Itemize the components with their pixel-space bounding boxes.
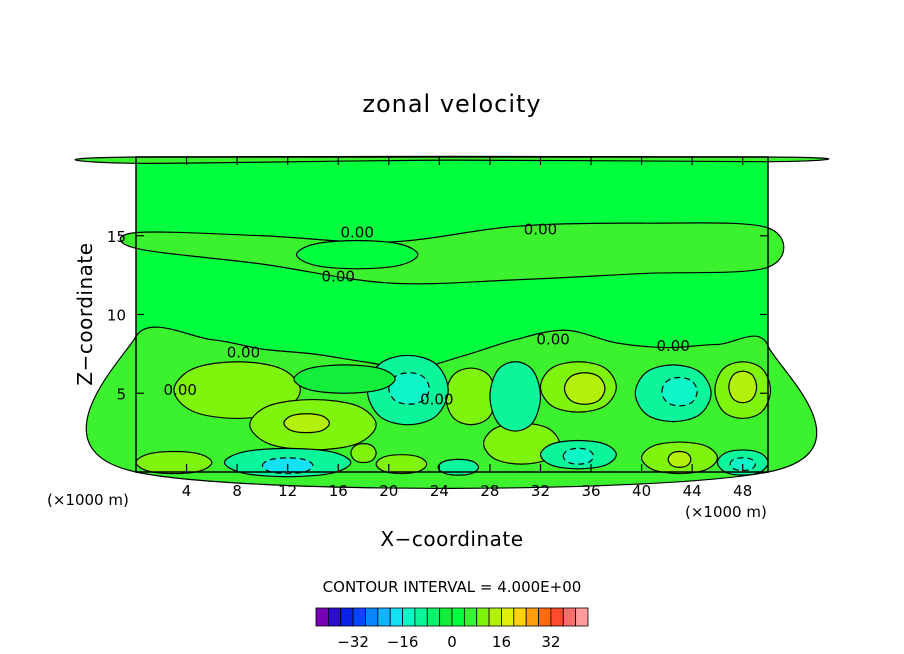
colorbar-swatch — [513, 607, 527, 627]
x-tick-label: 32 — [531, 482, 550, 500]
x-units-left: (×1000 m) — [47, 491, 129, 509]
x-tick-label: 16 — [329, 482, 348, 500]
contour-label: 0.00 — [656, 337, 689, 355]
upper-lens — [295, 239, 419, 270]
pos-core-4 — [728, 370, 758, 404]
pos-core-3 — [563, 372, 606, 405]
colorbar-tick-label: 16 — [492, 633, 511, 651]
colorbar-swatch — [451, 607, 465, 627]
pos-cell-10 — [375, 454, 428, 475]
neg-core-5 — [562, 447, 595, 465]
contour-label: 0.00 — [227, 343, 260, 361]
y-axis-label: Z−coordinate — [73, 242, 97, 385]
y-tick-label: 5 — [116, 385, 126, 403]
colorbar-swatch — [562, 607, 577, 627]
x-tick-label: 20 — [379, 482, 398, 500]
colorbar-swatch — [575, 607, 589, 627]
neg-cell-7 — [437, 458, 480, 476]
x-axis-ticks: 4 8 12 16 20 24 28 32 36 40 44 48 — [182, 157, 752, 500]
x-tick-label: 4 — [182, 482, 192, 500]
colorbar-tick-label: 0 — [447, 633, 457, 651]
colorbar-tick-label: −16 — [387, 633, 419, 651]
plot-area: 0.00 0.00 0.00 0.00 0.00 0.00 0.00 0.00 — [74, 155, 830, 489]
x-tick-label: 28 — [480, 482, 499, 500]
colorbar-swatch — [550, 607, 564, 627]
contour-label: 0.00 — [322, 268, 355, 286]
colorbar-swatch — [488, 607, 502, 627]
colorbar-swatch — [476, 607, 490, 627]
contour-labels: 0.00 0.00 0.00 0.00 0.00 0.00 0.00 0.00 — [164, 220, 690, 408]
colorbar — [315, 607, 589, 627]
x-tick-label: 36 — [581, 482, 600, 500]
colorbar-tick-labels: −32 −16 0 16 32 — [337, 633, 560, 651]
y-tick-label: 15 — [107, 228, 126, 246]
x-tick-label: 24 — [430, 482, 449, 500]
colorbar-swatch — [501, 607, 515, 627]
colorbar-swatch — [327, 607, 342, 627]
colorbar-swatch — [439, 607, 453, 627]
contour-label: 0.00 — [164, 381, 197, 399]
pos-core-2 — [283, 413, 330, 434]
y-tick-label: 10 — [107, 307, 126, 325]
neg-cell-2 — [489, 361, 542, 432]
contour-fills — [74, 155, 830, 489]
colorbar-swatch — [352, 607, 366, 627]
colorbar-swatch — [315, 607, 329, 627]
y-axis-ticks: 5 10 15 — [107, 228, 768, 403]
x-tick-label: 48 — [733, 482, 752, 500]
pos-core-7 — [667, 450, 692, 468]
colorbar-swatch — [463, 607, 478, 627]
neg-core-3 — [661, 376, 698, 407]
contour-interval-label: CONTOUR INTERVAL = 4.000E+00 — [323, 578, 582, 596]
x-units-right: (×1000 m) — [685, 503, 767, 521]
pos-cell-8 — [135, 450, 213, 475]
colorbar-tick-label: −32 — [337, 633, 369, 651]
x-tick-label: 8 — [232, 482, 242, 500]
chart-title: zonal velocity — [362, 90, 541, 118]
colorbar-swatch — [402, 607, 416, 627]
colorbar-swatch — [365, 607, 379, 627]
colorbar-swatch — [414, 607, 428, 627]
pos-cell-1 — [173, 361, 301, 420]
colorbar-swatch — [525, 607, 539, 627]
contour-label: 0.00 — [420, 391, 453, 409]
contour-label: 0.00 — [340, 224, 373, 242]
colorbar-swatch — [340, 607, 354, 627]
contour-label: 0.00 — [524, 220, 557, 238]
neg-cell-8 — [293, 364, 396, 394]
x-tick-label: 44 — [683, 482, 702, 500]
x-axis-label: X−coordinate — [380, 527, 523, 551]
colorbar-swatch — [389, 607, 403, 627]
pos-cell-9 — [350, 443, 377, 464]
x-tick-label: 40 — [632, 482, 651, 500]
colorbar-swatch — [538, 607, 552, 627]
colorbar-swatch — [377, 607, 391, 627]
contour-label: 0.00 — [536, 331, 569, 349]
x-tick-label: 12 — [278, 482, 297, 500]
colorbar-swatch — [426, 607, 441, 627]
colorbar-tick-label: 32 — [541, 633, 560, 651]
neg-core-1 — [388, 372, 430, 405]
